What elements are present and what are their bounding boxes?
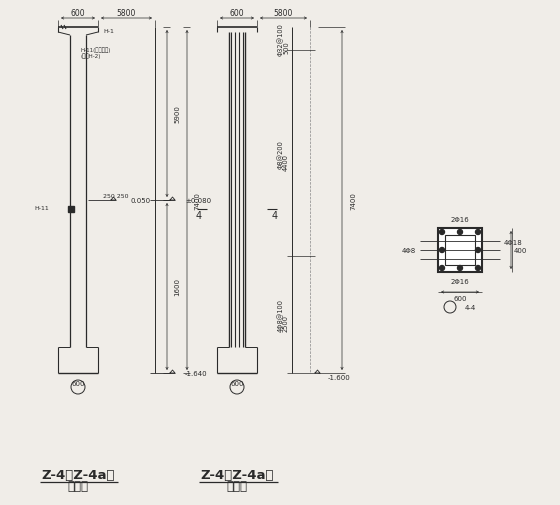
Text: 2500: 2500 [283, 315, 289, 331]
Text: 5800: 5800 [274, 9, 293, 18]
Text: 250 250: 250 250 [103, 194, 128, 199]
Text: 600: 600 [230, 380, 244, 386]
Text: 500: 500 [283, 41, 289, 54]
Text: H-11: H-11 [35, 206, 49, 211]
Text: 600: 600 [71, 380, 85, 386]
Text: 4-4: 4-4 [465, 305, 476, 311]
Circle shape [440, 266, 445, 271]
Text: -1.640: -1.640 [185, 370, 208, 376]
Circle shape [475, 266, 480, 271]
Text: 400: 400 [514, 247, 527, 254]
Text: 600: 600 [71, 9, 85, 18]
Circle shape [458, 230, 463, 235]
Text: ±0.080: ±0.080 [185, 197, 211, 204]
Circle shape [440, 230, 445, 235]
Text: 0.050: 0.050 [130, 197, 150, 204]
Text: 配筋图: 配筋图 [226, 480, 248, 492]
Bar [445, 235, 475, 266]
Circle shape [440, 248, 445, 253]
Text: 600: 600 [230, 9, 244, 18]
Text: 5800: 5800 [117, 9, 136, 18]
Text: Z-4（Z-4a）: Z-4（Z-4a） [200, 469, 274, 482]
Bar [438, 229, 482, 273]
Text: Φ8@200: Φ8@200 [278, 139, 284, 168]
Text: 5900: 5900 [174, 106, 180, 123]
Text: 4: 4 [272, 211, 278, 221]
Text: 4Φ8@100: 4Φ8@100 [278, 298, 284, 331]
Text: 模板图: 模板图 [68, 480, 88, 492]
Text: H-1: H-1 [103, 28, 114, 33]
Text: -1.600: -1.600 [328, 374, 351, 380]
Text: 7400: 7400 [194, 192, 200, 210]
Text: 2Φ16: 2Φ16 [451, 278, 469, 284]
Text: 4: 4 [196, 211, 202, 221]
Text: 600: 600 [453, 295, 466, 301]
Circle shape [458, 266, 463, 271]
Text: 4Φ18: 4Φ18 [504, 239, 522, 245]
Text: 2Φ16: 2Φ16 [451, 217, 469, 223]
Text: Φ32@100: Φ32@100 [278, 23, 284, 56]
Circle shape [475, 230, 480, 235]
Text: 1600: 1600 [174, 278, 180, 296]
Text: H-11(配筋详图)
(图号H-2): H-11(配筋详图) (图号H-2) [80, 47, 110, 59]
Text: 4Φ8: 4Φ8 [402, 247, 416, 254]
Bar [68, 207, 74, 213]
Text: 4400: 4400 [283, 154, 289, 170]
Circle shape [475, 248, 480, 253]
Text: Z-4（Z-4a）: Z-4（Z-4a） [41, 469, 115, 482]
Text: 7400: 7400 [350, 192, 356, 210]
